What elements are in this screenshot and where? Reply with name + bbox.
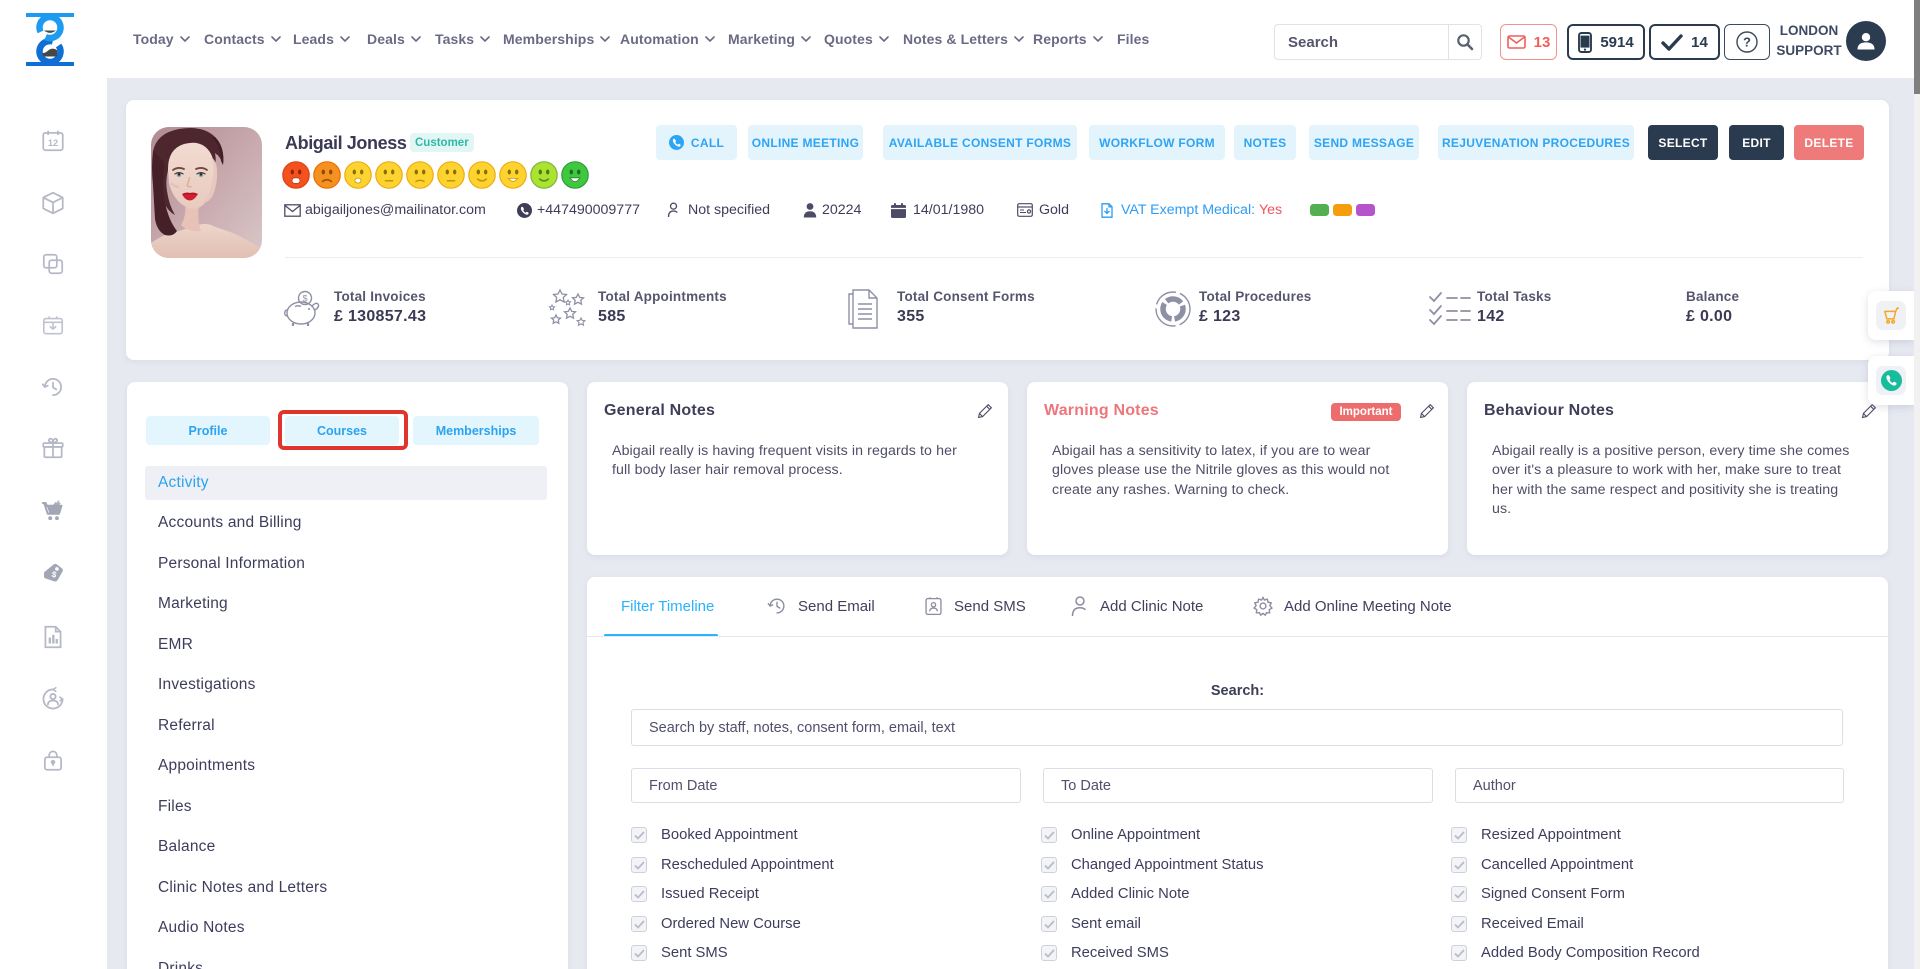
- svg-text:$: $: [51, 569, 58, 580]
- svg-text:12: 12: [48, 138, 58, 148]
- svg-text:?: ?: [1743, 34, 1751, 49]
- svg-text:$: $: [302, 294, 307, 304]
